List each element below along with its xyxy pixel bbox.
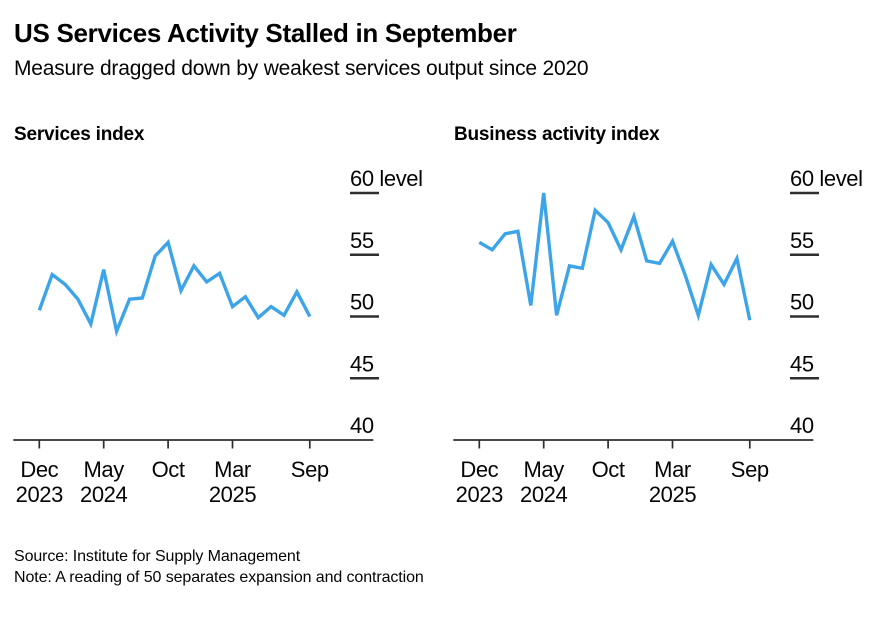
source-note: Source: Institute for Supply Management <box>14 548 301 565</box>
x-tick-year-label: 2024 <box>520 482 568 507</box>
x-tick-label: Oct <box>152 457 185 482</box>
x-tick-label: Sep <box>291 457 329 482</box>
chart-panel-business: Business activity index 40 45 50 55 60 level… <box>440 120 880 530</box>
y-tick-label: 45 <box>350 351 374 376</box>
page-title: US Services Activity Stalled in Septembe… <box>14 18 517 48</box>
page-subtitle: Measure dragged down by weakest services… <box>14 57 589 80</box>
chart-figure: US Services Activity Stalled in Septembe… <box>0 18 880 618</box>
y-tick-label: 45 <box>790 351 814 376</box>
x-tick-label: Mar <box>214 457 251 482</box>
y-tick-label: 55 <box>350 228 374 253</box>
x-tick-label: Sep <box>731 457 769 482</box>
y-tick-label: 50 <box>790 290 814 315</box>
y-tick-label: 55 <box>790 228 814 253</box>
x-tick-year-label: 2025 <box>209 482 257 507</box>
footer: Source: Institute for Supply Management … <box>14 546 866 588</box>
chart-panel-services: Services index 40 45 50 55 60 level Dec 2023 Ma… <box>0 120 440 530</box>
x-tick-label: Dec <box>20 457 58 482</box>
chart-title: Business activity index <box>454 124 660 145</box>
x-tick-label: May <box>84 457 125 482</box>
y-tick-label: 60 level <box>350 166 423 191</box>
charts-row: Services index 40 45 50 55 60 level Dec 2023 Ma… <box>0 120 880 530</box>
x-tick-year-label: 2024 <box>80 482 128 507</box>
x-tick-label: May <box>524 457 565 482</box>
y-tick-label: 40 <box>350 413 374 438</box>
series-line <box>478 192 752 322</box>
footnote: Note: A reading of 50 separates expansio… <box>14 569 424 586</box>
y-tick-label: 50 <box>350 290 374 315</box>
chart-title: Services index <box>14 124 145 145</box>
x-tick-label: Dec <box>460 457 498 482</box>
y-tick-label: 40 <box>790 413 814 438</box>
y-tick-label: 60 level <box>790 166 863 191</box>
series-line <box>37 239 312 338</box>
x-tick-label: Mar <box>654 457 691 482</box>
x-tick-year-label: 2023 <box>16 482 64 507</box>
x-tick-year-label: 2025 <box>649 482 697 507</box>
x-tick-label: Oct <box>592 457 625 482</box>
x-tick-year-label: 2023 <box>456 482 504 507</box>
